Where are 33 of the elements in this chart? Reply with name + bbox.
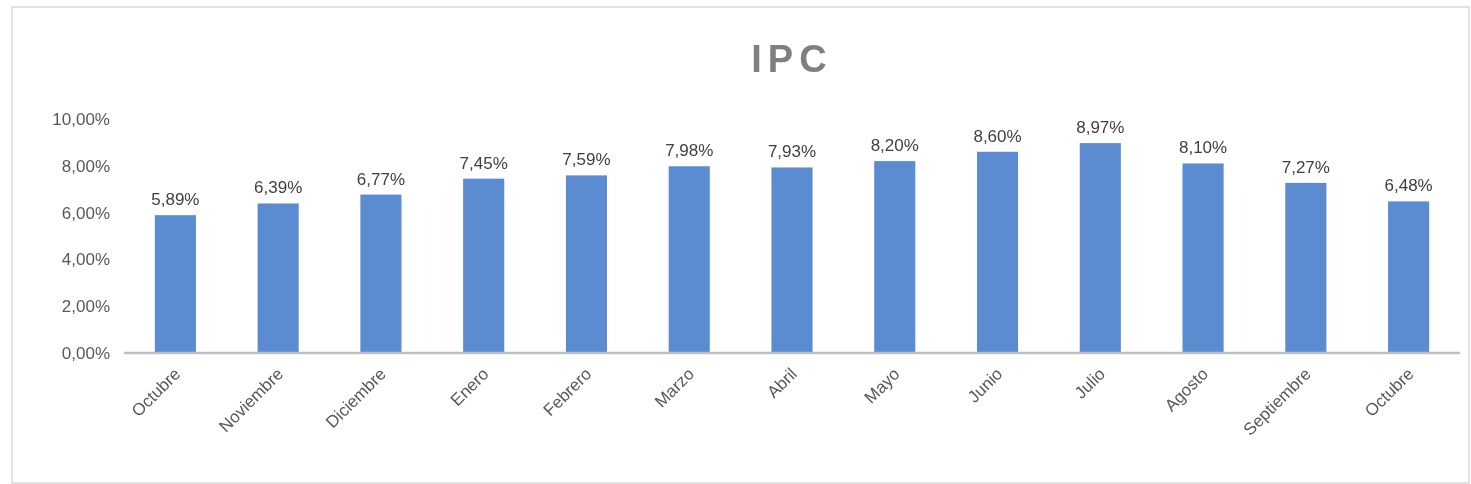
bar (771, 167, 813, 353)
bar (668, 166, 710, 353)
data-label: 8,20% (870, 136, 919, 156)
data-label: 6,77% (356, 169, 406, 189)
bar (874, 161, 916, 353)
data-label: 8,10% (1178, 138, 1228, 158)
data-label: 5,89% (151, 190, 200, 210)
y-tick-label: 8,00% (61, 156, 110, 176)
data-label: 6,39% (254, 178, 303, 198)
bar (463, 178, 505, 353)
y-tick-label: 10,00% (52, 109, 110, 129)
y-tick-label: 2,00% (61, 297, 110, 317)
y-tick-label: 0,00% (61, 343, 110, 363)
bar (1182, 163, 1224, 353)
bar (1079, 143, 1121, 353)
data-label: 7,45% (459, 153, 508, 173)
data-label: 7,98% (665, 141, 714, 161)
bar (1285, 182, 1327, 353)
bar (565, 175, 608, 353)
bar (154, 215, 196, 353)
y-tick-label: 4,00% (61, 250, 110, 270)
bar (257, 203, 299, 353)
bar (360, 194, 402, 353)
data-label: 8,60% (973, 126, 1022, 146)
bar (976, 151, 1019, 353)
data-label: 7,27% (1281, 157, 1330, 177)
bar (1388, 201, 1430, 353)
data-label: 7,59% (562, 150, 611, 170)
data-label: 6,48% (1384, 176, 1433, 196)
data-label: 7,93% (767, 142, 817, 162)
data-label: 8,97% (1076, 118, 1125, 138)
chart-title: IPC (751, 38, 833, 80)
y-tick-label: 6,00% (61, 203, 110, 223)
